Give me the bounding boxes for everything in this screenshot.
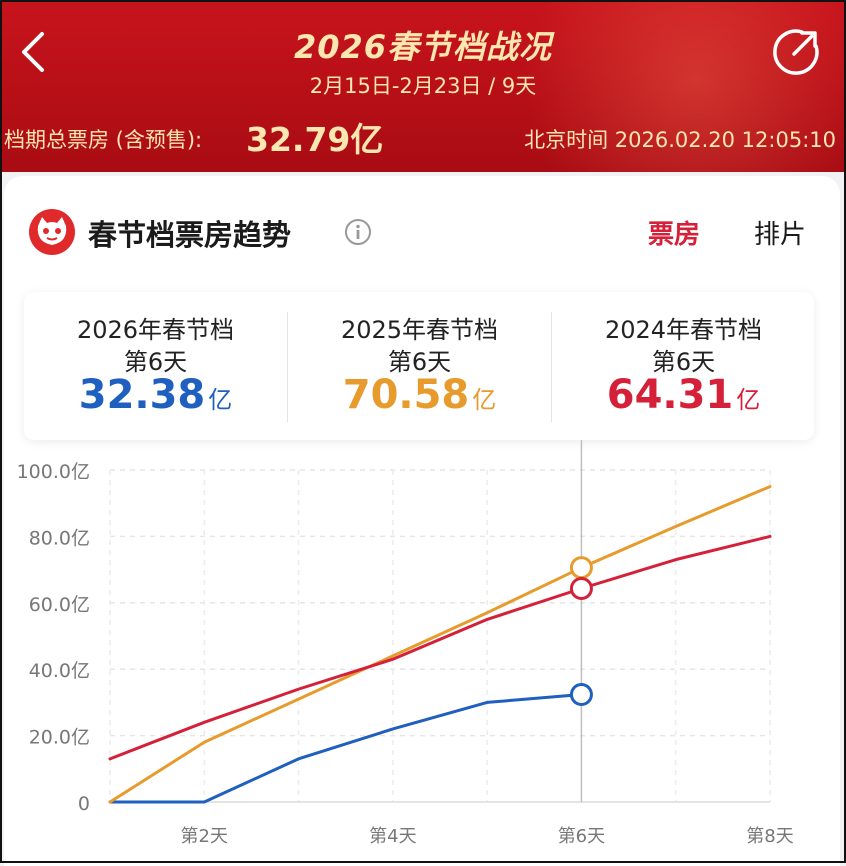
page-title: 2026春节档战况: [293, 28, 553, 66]
header-glow: [486, 0, 846, 172]
x-tick-label: 第2天: [181, 826, 228, 847]
highlight-point: [569, 576, 593, 600]
trend-card: [4, 176, 840, 866]
x-tick-label: 第8天: [746, 826, 793, 847]
total-boxoffice-value: 32.79亿: [246, 120, 384, 159]
section-title: 春节档票房趋势: [88, 218, 292, 252]
x-tick-label: 第4天: [369, 826, 416, 847]
stat-value: 64.31: [606, 372, 734, 418]
stat-value: 70.58: [342, 372, 470, 418]
share-icon: [773, 29, 819, 75]
stat-value: 32.38: [78, 372, 206, 418]
maoyan-cat-logo-icon: [29, 209, 75, 255]
stat-unit: 亿: [472, 386, 497, 414]
x-tick-label: 第6天: [558, 826, 605, 847]
y-tick-label: 20.0亿: [29, 727, 90, 749]
header-bar: 2026春节档战况 2月15日-2月23日 / 9天 档期总票房 (含预售): …: [0, 0, 846, 172]
info-icon[interactable]: [344, 218, 372, 246]
stat-value-wrap: 32.38 亿: [24, 372, 287, 418]
stat-value-wrap: 70.58 亿: [288, 372, 551, 418]
stats-panel: 2026年春节档 第6天 32.38 亿 2025年春节档 第6天 70.58 亿 …: [24, 292, 814, 440]
stat-day-label: 第6天: [123, 348, 188, 376]
stat-unit: 亿: [736, 386, 761, 414]
share-button[interactable]: [772, 26, 822, 76]
stat-year-label: 2025年春节档: [340, 316, 499, 344]
beijing-time: 北京时间 2026.02.20 12:05:10: [524, 128, 836, 152]
y-tick-label: 0: [78, 793, 90, 815]
chevron-left-icon: [22, 32, 44, 72]
stat-value-wrap: 64.31 亿: [552, 372, 815, 418]
total-boxoffice-label: 档期总票房 (含预售):: [4, 128, 203, 152]
stat-2024: 2024年春节档 第6天 64.31 亿: [552, 292, 815, 440]
highlight-point: [569, 682, 593, 706]
stat-unit: 亿: [208, 386, 233, 414]
series-line: [108, 692, 583, 804]
stat-2025: 2025年春节档 第6天 70.58 亿: [288, 292, 551, 440]
tab-boxoffice[interactable]: 票房: [648, 220, 701, 250]
series-line: [108, 485, 772, 804]
y-tick-label: 40.0亿: [29, 660, 90, 682]
stat-day-label: 第6天: [387, 348, 452, 376]
y-tick-label: 80.0亿: [29, 527, 90, 549]
y-tick-label: 60.0亿: [29, 594, 90, 616]
stat-day-label: 第6天: [651, 348, 716, 376]
stat-year-label: 2026年春节档: [76, 316, 235, 344]
y-tick-label: 100.0亿: [17, 461, 90, 483]
series-line: [108, 534, 772, 761]
stat-year-label: 2024年春节档: [604, 316, 763, 344]
highlight-point: [569, 556, 593, 580]
back-button[interactable]: [14, 28, 54, 76]
tab-schedule[interactable]: 排片: [754, 220, 807, 250]
stat-divider: [551, 312, 552, 422]
date-range: 2月15日-2月23日 / 9天: [309, 74, 537, 98]
stat-divider: [287, 312, 288, 422]
stat-2026: 2026年春节档 第6天 32.38 亿: [24, 292, 287, 440]
